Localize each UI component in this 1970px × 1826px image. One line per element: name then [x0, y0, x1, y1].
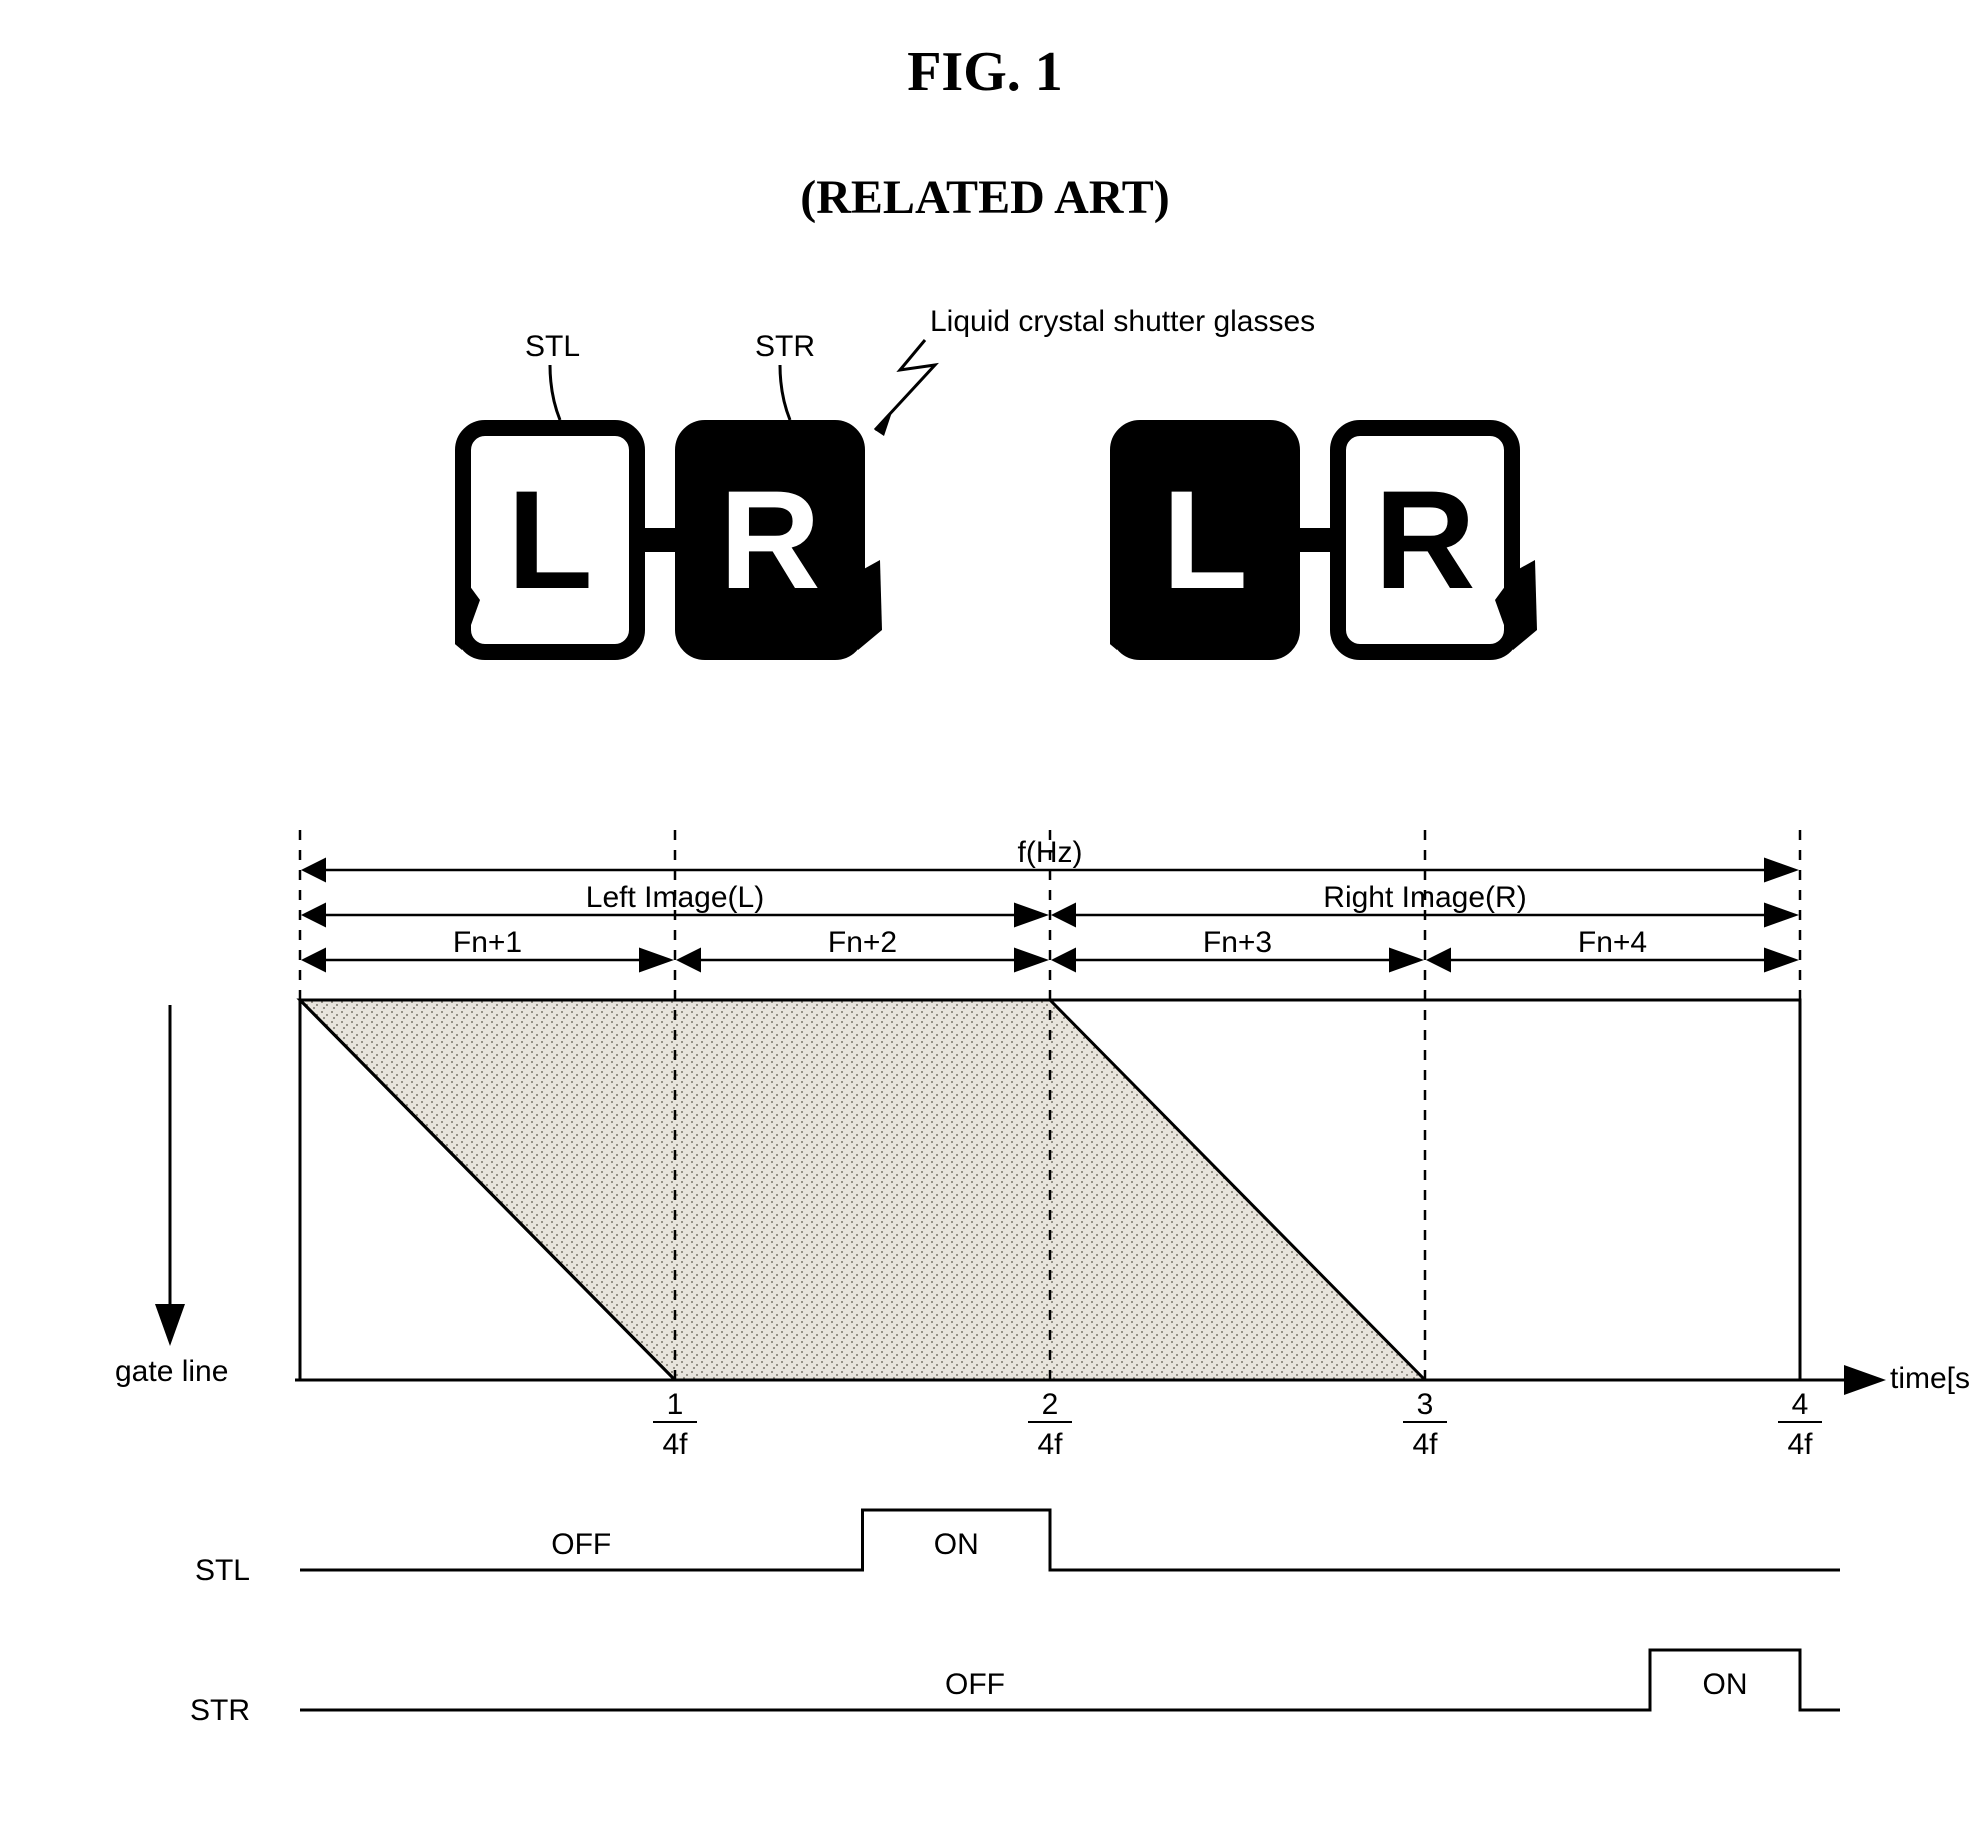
svg-text:ON: ON — [934, 1528, 979, 1561]
svg-text:Right Image(R): Right Image(R) — [1323, 881, 1526, 914]
svg-text:Fn+4: Fn+4 — [1578, 926, 1647, 959]
svg-text:Left Image(L): Left Image(L) — [586, 881, 764, 914]
svg-text:4f: 4f — [1037, 1428, 1063, 1461]
svg-text:1: 1 — [667, 1388, 684, 1421]
svg-text:OFF: OFF — [551, 1528, 611, 1561]
timing-diagram: time[s] 1 4f 2 4f 3 4f 4 4f f(Hz) Left Image(L) Rig… — [0, 0, 1970, 1826]
svg-text:4f: 4f — [1412, 1428, 1438, 1461]
svg-text:Fn+3: Fn+3 — [1203, 926, 1272, 959]
svg-text:time[s]: time[s] — [1890, 1362, 1970, 1395]
figure-page: FIG. 1 (RELATED ART) Liquid crystal shut… — [0, 0, 1970, 1826]
svg-text:OFF: OFF — [945, 1668, 1005, 1701]
svg-text:STL: STL — [195, 1554, 250, 1587]
svg-text:4f: 4f — [662, 1428, 688, 1461]
svg-text:Fn+1: Fn+1 — [453, 926, 522, 959]
svg-text:STR: STR — [190, 1694, 250, 1727]
gate-line-label: gate line — [115, 1355, 228, 1389]
svg-text:2: 2 — [1042, 1388, 1059, 1421]
svg-text:f(Hz): f(Hz) — [1018, 836, 1083, 869]
svg-text:4: 4 — [1792, 1388, 1809, 1421]
svg-text:ON: ON — [1703, 1668, 1748, 1701]
svg-text:4f: 4f — [1787, 1428, 1813, 1461]
svg-text:3: 3 — [1417, 1388, 1434, 1421]
svg-text:Fn+2: Fn+2 — [828, 926, 897, 959]
